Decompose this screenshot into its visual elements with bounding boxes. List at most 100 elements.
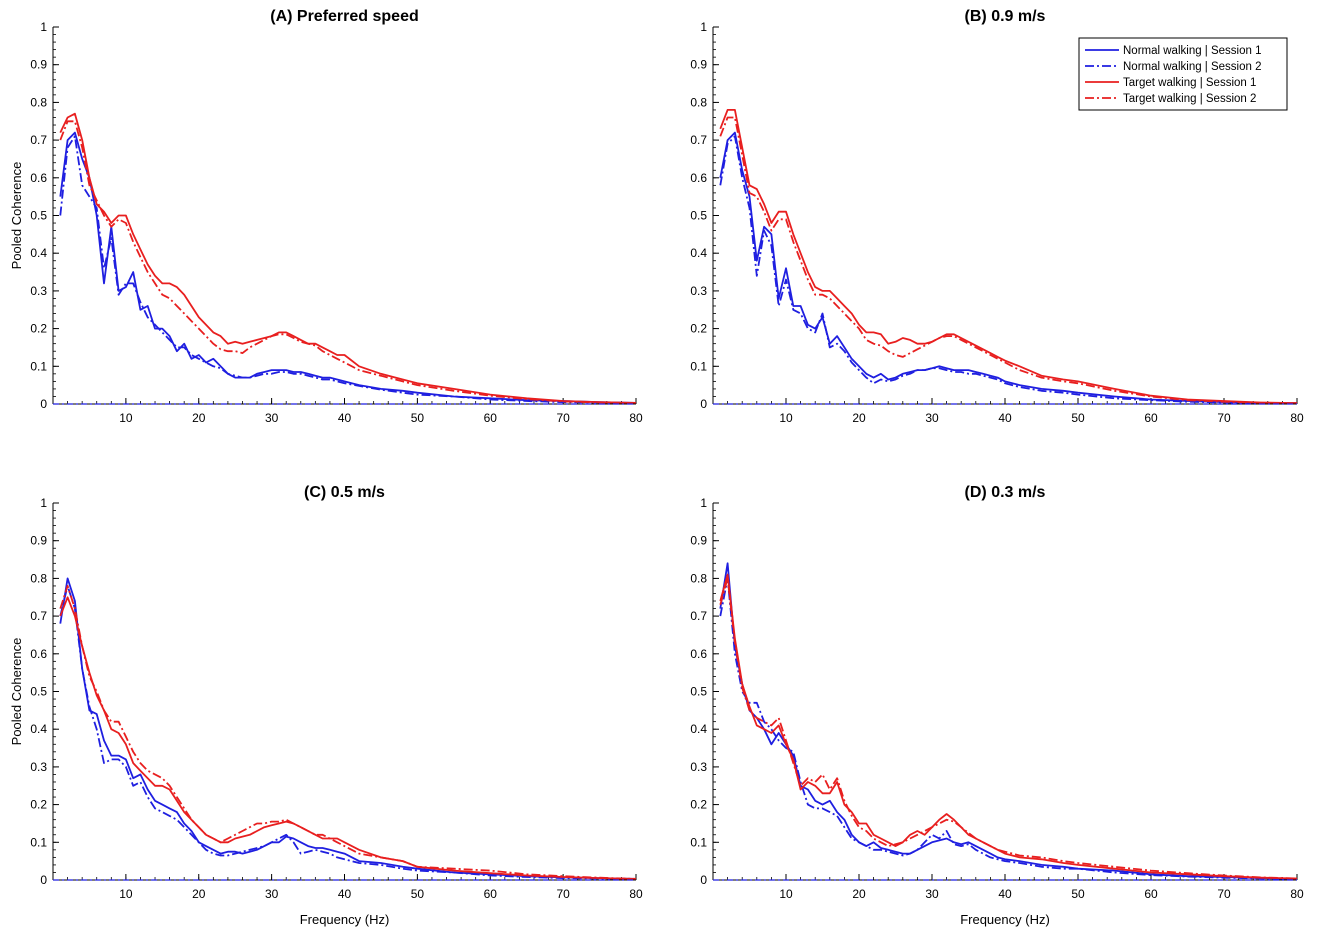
y-tick-label: 0.8 (690, 571, 707, 585)
x-tick-label: 70 (556, 411, 570, 425)
y-tick-label: 0.9 (30, 534, 47, 548)
legend-label: Target walking | Session 2 (1123, 93, 1256, 105)
x-tick-label: 10 (779, 887, 793, 901)
x-tick-label: 40 (998, 411, 1012, 425)
y-tick-label: 0.6 (30, 647, 47, 661)
chart-title: (D) 0.3 m/s (965, 484, 1046, 501)
x-tick-label: 80 (1290, 887, 1304, 901)
series-line-3 (719, 573, 1298, 880)
y-tick-label: 0.2 (690, 798, 707, 812)
y-tick-label: 0 (700, 873, 707, 887)
x-tick-label: 70 (1217, 887, 1231, 901)
x-tick-label: 10 (119, 887, 133, 901)
series-line-4 (59, 585, 637, 880)
series-line-4 (719, 577, 1298, 880)
y-tick-label: 0.4 (30, 722, 47, 736)
y-tick-label: 0.1 (690, 835, 707, 849)
y-tick-label: 0.9 (30, 58, 47, 72)
y-tick-label: 0.8 (30, 571, 47, 585)
x-axis-label: Frequency (Hz) (300, 912, 390, 927)
y-tick-label: 0.8 (690, 95, 707, 109)
chart-panel-1: 0 0.1 0.2 0.3 0.4 0.5 0.6 0.7 0.8 0.9 1 10 20 30 40 50 6… (9, 8, 643, 425)
x-tick-label: 50 (1071, 887, 1085, 901)
y-tick-label: 0 (700, 397, 707, 411)
y-tick-label: 0.3 (690, 284, 707, 298)
y-tick-label: 0.5 (30, 685, 47, 699)
y-tick-label: 0.5 (690, 209, 707, 223)
legend-label: Target walking | Session 1 (1123, 77, 1256, 89)
y-tick-label: 0 (40, 397, 47, 411)
x-tick-label: 20 (192, 887, 206, 901)
x-tick-label: 30 (925, 411, 939, 425)
y-tick-label: 0.7 (30, 133, 47, 147)
chart-title: (A) Preferred speed (270, 8, 419, 25)
y-axis-label: Pooled Coherence (9, 162, 24, 270)
x-tick-label: 60 (1144, 887, 1158, 901)
series-line-2 (719, 577, 1298, 881)
series-line-1 (719, 131, 1298, 405)
x-tick-label: 80 (1290, 411, 1304, 425)
x-tick-label: 30 (925, 887, 939, 901)
y-tick-label: 0.1 (690, 359, 707, 373)
chart-panel-4: 0 0.1 0.2 0.3 0.4 0.5 0.6 0.7 0.8 0.9 1 10 20 30 40 50 6… (690, 484, 1304, 927)
x-tick-label: 50 (1071, 411, 1085, 425)
y-tick-label: 1 (700, 496, 707, 510)
y-tick-label: 0.1 (30, 835, 47, 849)
y-tick-label: 1 (40, 20, 47, 34)
x-tick-label: 60 (1144, 411, 1158, 425)
x-tick-label: 30 (265, 887, 279, 901)
y-tick-label: 1 (40, 496, 47, 510)
x-tick-label: 80 (629, 411, 643, 425)
y-tick-label: 0.5 (30, 209, 47, 223)
y-tick-label: 0.4 (30, 246, 47, 260)
y-tick-label: 0.2 (690, 322, 707, 336)
series-line-1 (59, 577, 637, 880)
x-tick-label: 40 (998, 887, 1012, 901)
x-tick-label: 20 (852, 411, 866, 425)
legend-label: Normal walking | Session 2 (1123, 61, 1262, 73)
y-tick-label: 0.2 (30, 798, 47, 812)
y-tick-label: 0.1 (30, 359, 47, 373)
y-tick-label: 0.4 (690, 722, 707, 736)
x-tick-label: 40 (338, 887, 352, 901)
x-tick-label: 50 (411, 887, 425, 901)
y-tick-label: 0.6 (30, 171, 47, 185)
y-tick-label: 0.9 (690, 534, 707, 548)
x-tick-label: 30 (265, 411, 279, 425)
legend-label: Normal walking | Session 1 (1123, 45, 1262, 57)
x-tick-label: 60 (484, 411, 498, 425)
x-tick-label: 50 (411, 411, 425, 425)
x-tick-label: 70 (1217, 411, 1231, 425)
x-axis-label: Frequency (Hz) (960, 912, 1050, 927)
y-tick-label: 0.3 (30, 760, 47, 774)
x-tick-label: 40 (338, 411, 352, 425)
y-tick-label: 0.7 (690, 609, 707, 623)
y-tick-label: 0.6 (690, 647, 707, 661)
series-line-1 (719, 562, 1298, 880)
x-tick-label: 80 (629, 887, 643, 901)
x-tick-label: 10 (779, 411, 793, 425)
y-tick-label: 0.8 (30, 95, 47, 109)
y-tick-label: 0.3 (30, 284, 47, 298)
series-line-3 (719, 109, 1298, 405)
y-tick-label: 0.9 (690, 58, 707, 72)
x-tick-label: 20 (192, 411, 206, 425)
y-tick-label: 0.7 (30, 609, 47, 623)
series-line-2 (59, 585, 637, 881)
chart-panel-2: 0 0.1 0.2 0.3 0.4 0.5 0.6 0.7 0.8 0.9 1 10 20 30 40 50 6… (690, 8, 1304, 425)
y-tick-label: 1 (700, 20, 707, 34)
legend: Normal walking | Session 1 Normal walking… (1078, 37, 1288, 111)
x-tick-label: 60 (484, 887, 498, 901)
chart-panel-3: 0 0.1 0.2 0.3 0.4 0.5 0.6 0.7 0.8 0.9 1 10 20 30 40 50 6… (9, 484, 643, 927)
x-tick-label: 20 (852, 887, 866, 901)
series-line-1 (59, 131, 637, 404)
chart-title: (B) 0.9 m/s (965, 8, 1046, 25)
y-tick-label: 0.7 (690, 133, 707, 147)
y-tick-label: 0 (40, 873, 47, 887)
y-tick-label: 0.2 (30, 322, 47, 336)
series-line-2 (719, 135, 1298, 405)
x-tick-label: 10 (119, 411, 133, 425)
y-tick-label: 0.6 (690, 171, 707, 185)
series-line-3 (59, 112, 637, 404)
